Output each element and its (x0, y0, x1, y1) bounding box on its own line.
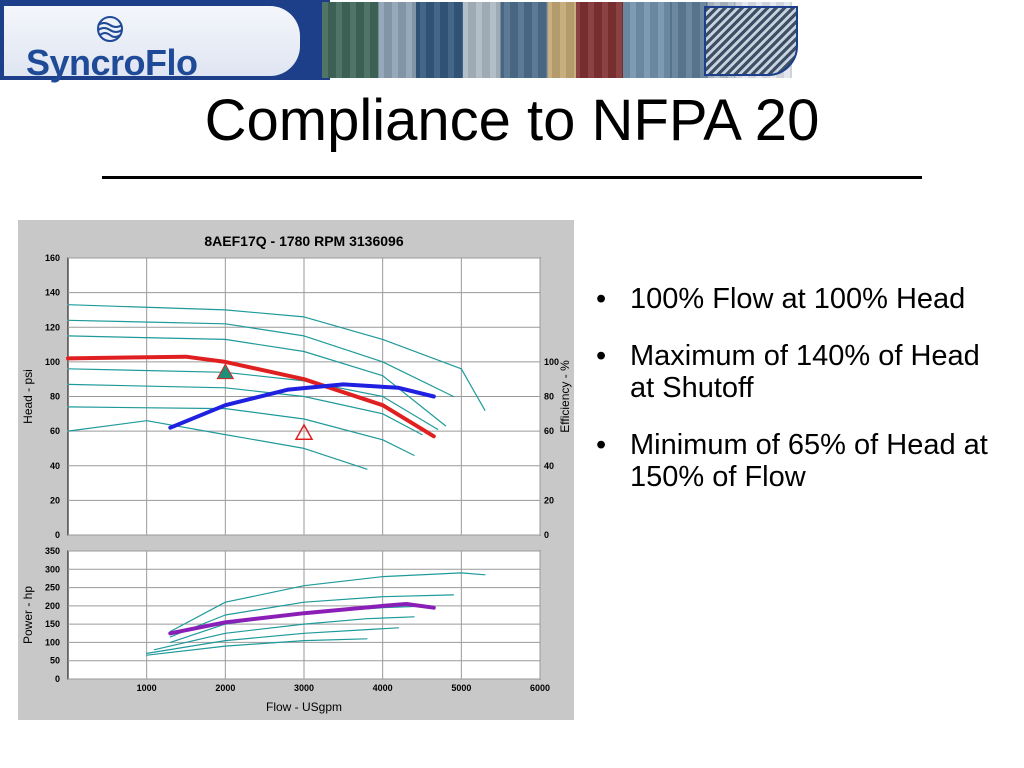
efficiency-y-tick-label: 40 (544, 461, 554, 471)
banner-grille-graphic (704, 6, 798, 76)
efficiency-y-axis-label: Efficiency - % (558, 360, 572, 433)
efficiency-y-tick-label: 20 (544, 495, 554, 505)
bullet-text: Minimum of 65% of Head at 150% of Flow (630, 429, 988, 493)
head-y-tick-label: 60 (50, 426, 60, 436)
bullet-text: Maximum of 140% of Head at Shutoff (630, 340, 980, 404)
bullet-item: • Minimum of 65% of Head at 150% of Flow (590, 429, 1010, 493)
efficiency-y-tick-label: 80 (544, 392, 554, 402)
head-y-tick-label: 100 (45, 357, 60, 367)
power-y-tick-label: 0 (55, 674, 60, 684)
x-tick-label: 1000 (137, 683, 157, 693)
bullet-dot-icon: • (596, 283, 607, 315)
power-trim-curve-line (146, 627, 399, 654)
x-tick-label: 2000 (215, 683, 235, 693)
head-trim-curve-line (67, 319, 455, 398)
power-trim-curve-line (169, 572, 486, 633)
head-trim-curve-line (67, 383, 423, 436)
wave-logo-icon (97, 16, 123, 42)
bullet-text: 100% Flow at 100% Head (630, 283, 966, 315)
head-curve-line (66, 354, 436, 439)
chart-title: 8AEF17Q - 1780 RPM 3136096 (204, 233, 403, 249)
x-tick-label: 3000 (294, 683, 314, 693)
efficiency-y-tick-label: 100 (544, 357, 559, 367)
minimum-point-marker (294, 423, 314, 441)
power-y-tick-label: 50 (50, 656, 60, 666)
bullet-item: • 100% Flow at 100% Head (590, 283, 1010, 315)
x-tick-label: 4000 (373, 683, 393, 693)
efficiency-y-tick-label: 60 (544, 426, 554, 436)
chart-canvas: 0204060801001201401600204060801000501001… (21, 233, 572, 714)
head-y-tick-label: 140 (45, 288, 60, 298)
head-y-axis-label: Head - psi (21, 369, 35, 424)
title-underline (102, 176, 922, 179)
head-y-tick-label: 160 (45, 253, 60, 263)
efficiency-y-tick-label: 0 (544, 530, 549, 540)
slide-title: Compliance to NFPA 20 (204, 88, 820, 153)
header-banner: SyncroFlo (0, 0, 800, 83)
head-y-tick-label: 120 (45, 322, 60, 332)
power-trim-curve-line (169, 594, 455, 638)
rated-point-marker (216, 363, 235, 380)
head-trim-curve-line (67, 420, 368, 470)
power-curve-line (168, 602, 436, 636)
power-y-tick-label: 300 (45, 564, 60, 574)
power-y-tick-label: 350 (45, 546, 60, 556)
power-y-tick-label: 150 (45, 619, 60, 629)
bullet-item: • Maximum of 140% of Head at Shutoff (590, 340, 1010, 404)
x-tick-label: 5000 (451, 683, 471, 693)
bullet-dot-icon: • (596, 340, 607, 372)
x-axis-label: Flow - USgpm (266, 700, 342, 714)
head-trim-curve-line (67, 335, 447, 427)
power-y-axis-label: Power - hp (21, 586, 35, 644)
head-y-tick-label: 40 (50, 461, 60, 471)
power-y-tick-label: 250 (45, 583, 60, 593)
head-trim-curve-line (67, 406, 415, 456)
bullet-list: • 100% Flow at 100% Head • Maximum of 140%… (590, 283, 1010, 518)
efficiency-curve-line (168, 382, 436, 430)
x-tick-label: 6000 (530, 683, 550, 693)
logo-panel: SyncroFlo (4, 6, 300, 83)
logo-text: SyncroFlo (26, 42, 198, 83)
power-trim-curve-line (153, 616, 415, 651)
power-trim-curve-line (146, 638, 368, 656)
head-y-tick-label: 20 (50, 495, 60, 505)
bullet-dot-icon: • (596, 429, 607, 461)
power-y-tick-label: 100 (45, 637, 60, 647)
head-y-tick-label: 0 (55, 530, 60, 540)
head-y-tick-label: 80 (50, 392, 60, 402)
pump-curve-chart: 0 20 40 60 80 100 120 140 160 0 20 40 60 80 100 0 50 100 1… (18, 220, 574, 720)
head-trim-curve-line (67, 304, 486, 411)
power-y-tick-label: 200 (45, 601, 60, 611)
